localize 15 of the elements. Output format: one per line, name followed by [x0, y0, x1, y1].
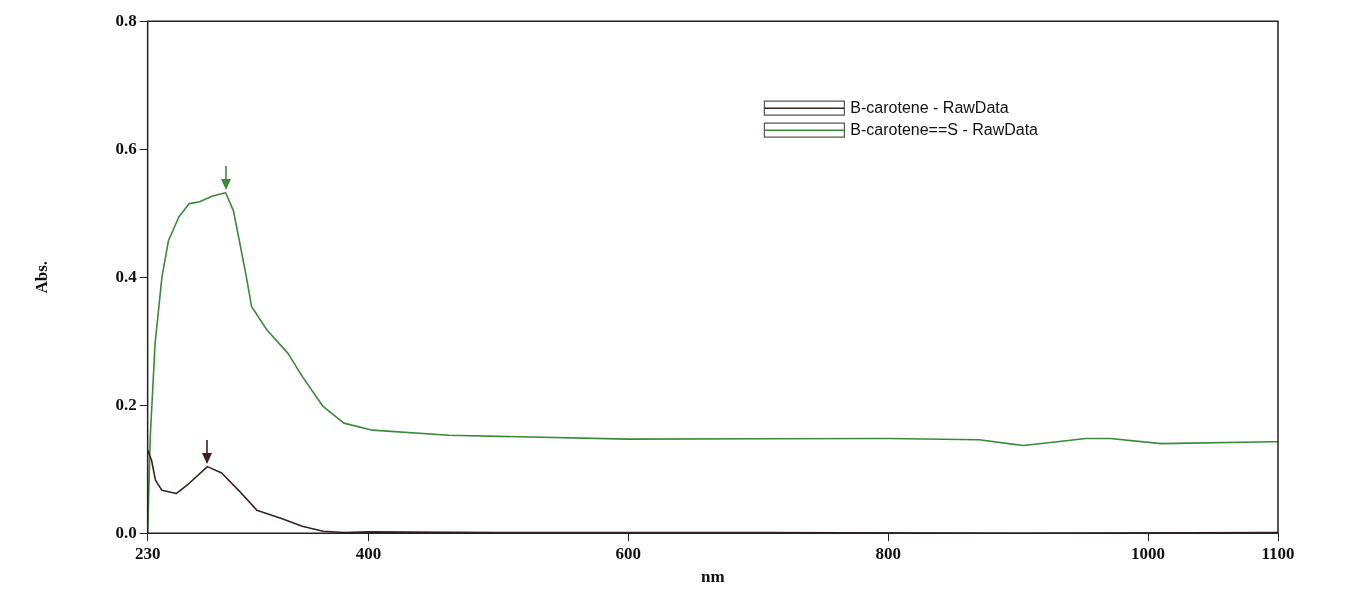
y-tick-label: 0.4 — [115, 266, 138, 286]
x-tick-label: 800 — [875, 543, 901, 563]
x-tick-label: 400 — [355, 543, 382, 563]
x-tick-label: 600 — [615, 543, 642, 563]
y-axis-title: Abs. — [31, 260, 51, 294]
x-axis-title: nm — [701, 567, 725, 587]
legend-label: B-carotene - RawData — [850, 98, 1009, 116]
x-tick-label: 1000 — [1131, 543, 1166, 563]
y-tick-label: 0.6 — [115, 138, 137, 158]
x-tick-label: 230 — [134, 543, 161, 563]
legend-label: B-carotene==S - RawData — [850, 120, 1039, 138]
y-tick-label: 0.2 — [115, 394, 137, 414]
y-tick-label: 0.8 — [115, 10, 137, 30]
x-tick-label: 1100 — [1261, 543, 1295, 563]
y-tick-label: 0.0 — [115, 522, 137, 542]
